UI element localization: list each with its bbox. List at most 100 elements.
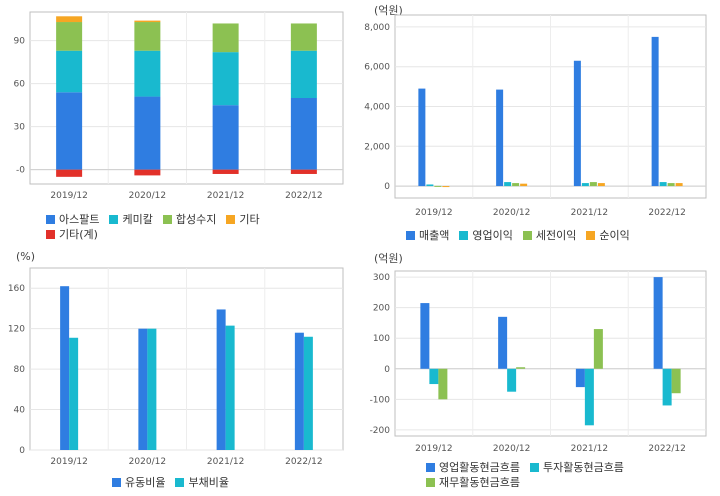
legend-label: 아스팔트: [59, 213, 100, 226]
legend-item[interactable]: 기타(계): [46, 227, 98, 242]
y-tick-label: -200: [370, 426, 391, 436]
ratio-chart-panel: (%) 0 40 80 120 160 2019/12 2020/12 2021/12 2022…: [0, 248, 360, 496]
legend-item[interactable]: 재무활동현금흐름: [426, 475, 520, 490]
bar-유동비율: [216, 309, 226, 450]
bar-아스팔트: [290, 98, 317, 170]
legend-item[interactable]: 영업이익: [459, 228, 513, 243]
bar-매출액: [418, 88, 426, 187]
bar-영업이익: [581, 183, 589, 187]
bar-부채비율: [147, 328, 157, 450]
y-tick-label: 0: [19, 446, 25, 456]
bar-기타: [56, 16, 83, 23]
bar-세전이익: [589, 182, 597, 187]
y-tick-label: 200: [373, 304, 390, 314]
y-tick-label: 300: [373, 273, 390, 283]
bar-부채비율: [69, 337, 79, 450]
legend-label: 순이익: [599, 229, 630, 242]
bar-투자활동현금흐름: [507, 368, 517, 392]
bar-케미칼: [212, 52, 239, 106]
bar-부채비율: [303, 336, 313, 450]
x-tick-label: 2022/12: [285, 457, 322, 467]
legend-item[interactable]: 영업활동현금흐름: [426, 460, 520, 475]
legend-item[interactable]: 케미칼: [109, 212, 153, 227]
x-tick-label: 2020/12: [493, 444, 530, 454]
legend-row: 매출액 영업이익 세전이익 순이익: [406, 228, 640, 243]
legend-item[interactable]: 매출액: [406, 228, 449, 243]
legend-swatch: [112, 478, 121, 487]
legend-item[interactable]: 합성수지: [162, 212, 217, 227]
bar-유동비율: [294, 332, 304, 450]
bar-재무활동현금흐름: [516, 367, 526, 369]
x-tick-label: 2020/12: [129, 191, 166, 201]
x-tick-label: 2022/12: [648, 444, 685, 454]
bar-유동비율: [60, 286, 70, 450]
legend-item[interactable]: 부채비율: [175, 475, 229, 490]
composition-chart: -0 30 60 90 2019/12 2020/12 2021/12 2022/12: [14, 11, 344, 201]
y-tick-label: 40: [14, 406, 26, 416]
bar-합성수지: [290, 23, 317, 51]
legend-label: 재무활동현금흐름: [439, 476, 520, 489]
legend-label: 투자활동현금흐름: [542, 461, 624, 474]
legend-item[interactable]: 유동비율: [112, 475, 165, 490]
legend-item[interactable]: 기타: [226, 212, 260, 227]
legend-row: 유동비율 부채비율: [112, 475, 239, 490]
bar-영업활동현금흐름: [653, 277, 663, 369]
bar-순이익: [442, 186, 450, 188]
ratio-unit: (%): [16, 250, 36, 263]
bar-매출액: [651, 36, 659, 187]
legend-label: 세전이익: [535, 229, 577, 242]
bar-세전이익: [667, 183, 675, 187]
bar-기타(계): [134, 169, 161, 176]
bar-투자활동현금흐름: [584, 368, 594, 426]
bar-재무활동현금흐름: [438, 368, 448, 400]
bar-투자활동현금흐름: [662, 368, 672, 406]
legend-row: 재무활동현금흐름: [426, 475, 634, 490]
bar-순이익: [520, 183, 528, 187]
legend-item[interactable]: 순이익: [586, 228, 630, 243]
bar-기타(계): [212, 169, 239, 174]
y-tick-label: 60: [14, 80, 26, 90]
bar-순이익: [675, 183, 683, 187]
legend-label: 케미칼: [122, 213, 153, 226]
bar-투자활동현금흐름: [429, 368, 439, 385]
legend-label: 기타(계): [59, 228, 98, 241]
legend-swatch: [406, 231, 415, 240]
legend-swatch: [426, 463, 435, 472]
y-tick-label: 8,000: [364, 23, 390, 33]
income-chart: 0 2,000 4,000 6,000 8,000 2019/12 2020/12 2021/…: [364, 14, 707, 218]
cashflow-unit: (억원): [374, 252, 403, 265]
x-tick-label: 2022/12: [285, 191, 322, 201]
income-chart-panel: (억원) 0 2,000 4,000 6,000 8,000 2019/12 2020/12…: [360, 0, 720, 248]
legend-label: 영업이익: [472, 229, 513, 242]
legend-label: 매출액: [419, 229, 450, 242]
bar-아스팔트: [134, 96, 161, 170]
legend-item[interactable]: 세전이익: [522, 228, 577, 243]
x-tick-label: 2022/12: [648, 208, 685, 218]
y-tick-label: 120: [8, 325, 25, 335]
bar-기타: [134, 20, 161, 23]
legend-item[interactable]: 투자활동현금흐름: [529, 460, 624, 475]
legend-swatch: [175, 478, 185, 487]
legend-item[interactable]: 아스팔트: [46, 212, 99, 227]
y-tick-label: 100: [373, 334, 390, 344]
bar-케미칼: [56, 50, 83, 93]
bar-매출액: [573, 60, 581, 187]
x-tick-label: 2021/12: [207, 191, 244, 201]
legend-row: 기타(계): [46, 227, 270, 242]
cashflow-chart: -200 -100 0 100 200 300 2019/12 2020/12 2021/12 2…: [370, 270, 707, 454]
income-legend: 매출액 영업이익 세전이익 순이익: [406, 228, 640, 243]
legend-swatch: [586, 231, 596, 240]
bar-유동비율: [138, 328, 148, 450]
bar-영업활동현금흐름: [575, 368, 585, 388]
x-tick-label: 2019/12: [50, 457, 87, 467]
legend-label: 합성수지: [175, 213, 217, 226]
bar-아스팔트: [212, 105, 239, 170]
bar-기타(계): [290, 169, 317, 174]
bar-부채비율: [225, 325, 235, 450]
cashflow-chart-panel: (억원) -200 -100 0 100 200 300 2019/12 2020/12 202…: [360, 248, 720, 496]
legend-label: 영업활동현금흐름: [439, 461, 520, 474]
ratio-legend: 유동비율 부채비율: [112, 475, 239, 490]
bar-합성수지: [56, 22, 83, 51]
x-tick-label: 2021/12: [571, 208, 608, 218]
legend-row: 영업활동현금흐름 투자활동현금흐름: [426, 460, 634, 475]
